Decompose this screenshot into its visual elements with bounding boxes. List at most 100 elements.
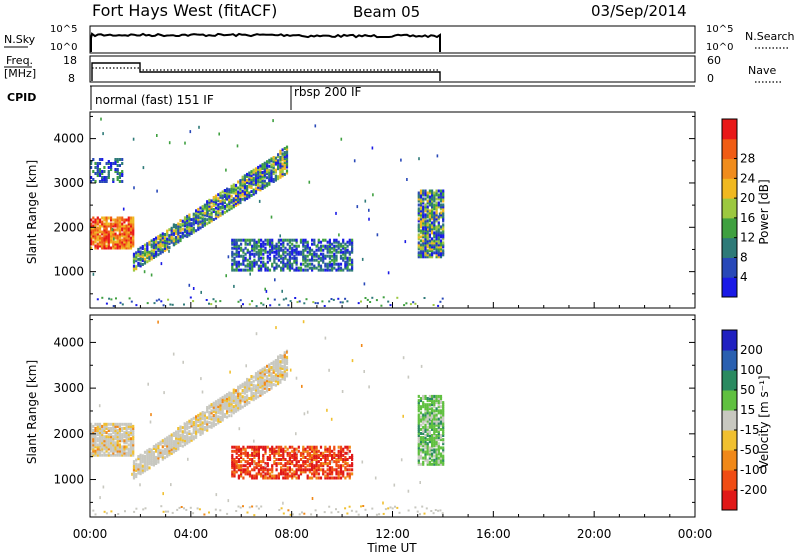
noise-cell (102, 132, 104, 136)
range-cell (248, 185, 251, 189)
range-cell (248, 173, 251, 177)
range-cell (212, 401, 215, 405)
range-cell (175, 442, 178, 446)
range-cell (417, 211, 420, 215)
range-cell (239, 406, 242, 410)
range-cell (96, 445, 99, 449)
range-cell (139, 250, 142, 254)
range-cell (435, 237, 438, 241)
range-cell (437, 409, 440, 413)
ground-cell (330, 511, 333, 514)
range-cell (221, 404, 224, 408)
range-cell (161, 242, 164, 246)
range-cell (417, 394, 420, 398)
range-cell (235, 262, 238, 266)
range-cell (277, 258, 280, 262)
ground-cell (289, 300, 292, 303)
range-cell (230, 184, 233, 188)
range-cell (328, 264, 331, 268)
range-cell (306, 262, 309, 266)
range-cell (246, 460, 249, 464)
range-cell (339, 266, 343, 270)
range-cell (150, 458, 153, 462)
noise-cell (281, 289, 283, 293)
range-cell (277, 376, 280, 380)
range-cell (433, 432, 436, 435)
range-cell (132, 258, 136, 262)
range-cell (274, 363, 277, 367)
range-cell (263, 372, 266, 376)
range-cell (226, 203, 229, 207)
range-cell (152, 254, 155, 257)
range-cell (275, 449, 278, 453)
range-cell (214, 212, 218, 216)
range-cell (105, 431, 108, 435)
range-cell (129, 216, 133, 220)
range-cell (317, 453, 320, 457)
range-cell (92, 424, 95, 428)
range-cell (129, 431, 133, 435)
range-cell (94, 429, 97, 432)
range-cell (422, 460, 425, 464)
range-cell (302, 462, 305, 466)
range-cell (94, 437, 97, 441)
range-cell (326, 449, 329, 453)
range-cell (295, 238, 298, 242)
range-cell (433, 444, 436, 448)
range-cell (170, 443, 173, 447)
range-cell (442, 233, 445, 237)
range-cell (246, 388, 249, 392)
range-cell (270, 374, 273, 378)
range-cell (346, 260, 349, 264)
range-cell (177, 224, 180, 228)
range-cell (135, 468, 138, 472)
range-cell (246, 468, 249, 472)
range-cell (257, 372, 260, 376)
range-cell (214, 196, 218, 200)
range-cell (260, 246, 263, 250)
range-cell (351, 268, 354, 272)
ground-cell (341, 301, 344, 304)
range-cell (257, 391, 260, 395)
range-cell (118, 216, 121, 220)
range-cell (281, 154, 284, 158)
range-cell (437, 432, 440, 435)
range-cell (121, 445, 124, 449)
noise-cell (286, 350, 288, 354)
range-cell (326, 462, 329, 466)
range-cell (234, 403, 238, 407)
range-cell (240, 262, 243, 266)
range-cell (272, 383, 275, 387)
range-cell (251, 453, 254, 457)
range-cell (90, 441, 93, 445)
range-cell (195, 429, 198, 433)
range-cell (263, 366, 266, 370)
range-cell (248, 378, 251, 382)
range-cell (118, 439, 121, 443)
range-cell (417, 247, 420, 251)
range-cell (94, 246, 97, 250)
range-cell (96, 244, 99, 248)
range-cell (281, 373, 284, 377)
range-cell (250, 176, 253, 180)
range-cell (98, 234, 102, 238)
range-cell (101, 242, 104, 246)
range-cell (346, 250, 349, 254)
range-cell (424, 231, 427, 235)
range-cell (231, 474, 234, 478)
noise-cell (296, 450, 298, 454)
range-cell (248, 254, 252, 258)
range-cell (322, 256, 325, 260)
range-cell (252, 379, 255, 383)
range-cell (254, 169, 258, 173)
range-cell (127, 453, 130, 457)
range-cell (306, 268, 309, 272)
range-cell (248, 193, 251, 197)
range-cell (96, 236, 99, 240)
range-cell (426, 221, 429, 225)
range-cell (94, 244, 97, 248)
range-cell (237, 460, 240, 464)
range-cell (226, 197, 229, 201)
range-cell (248, 458, 252, 461)
noise-cell (274, 278, 276, 282)
